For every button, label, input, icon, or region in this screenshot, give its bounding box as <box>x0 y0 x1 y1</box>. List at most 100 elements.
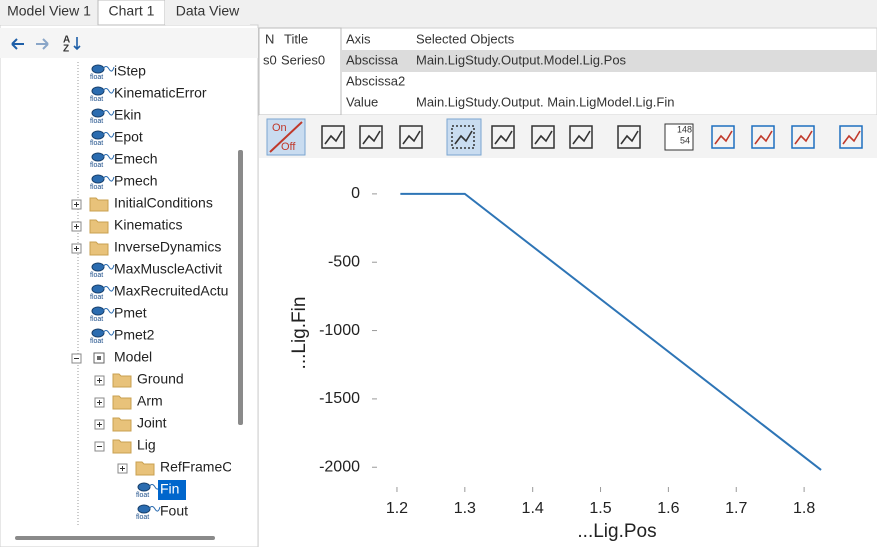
series-cell[interactable]: Series0 <box>281 52 325 67</box>
tool-icon-glyph <box>324 130 343 145</box>
tree-item[interactable]: float Emech <box>90 151 158 169</box>
float-icon <box>137 482 151 492</box>
tree-item[interactable]: Arm <box>94 393 163 410</box>
tree-label: MaxRecruitedActu <box>114 283 228 299</box>
tool-button[interactable] <box>321 125 345 149</box>
model-icon-inner <box>97 356 101 360</box>
series-cell[interactable]: s0 <box>263 52 277 67</box>
tree-item[interactable]: Model <box>71 349 152 365</box>
axis-cell[interactable]: Abscissa <box>346 52 399 67</box>
tool-icon-glyph <box>842 130 861 145</box>
chart-area <box>259 158 877 547</box>
float-icon-wave <box>102 132 115 138</box>
tab-label: Data View <box>176 3 240 19</box>
onoff-slash <box>269 121 303 153</box>
tool-button[interactable] <box>531 125 555 149</box>
expander-sign <box>74 246 79 251</box>
tool-button[interactable] <box>569 125 593 149</box>
tool-button[interactable] <box>359 125 383 149</box>
tool-icon-box <box>617 125 641 149</box>
float-icon-wave <box>102 176 115 182</box>
tool-icon-glyph <box>454 130 473 145</box>
tab[interactable] <box>0 0 98 25</box>
float-icon-wave <box>102 66 115 72</box>
labels-icon[interactable] <box>664 123 694 151</box>
tree-item[interactable]: Lig <box>94 437 156 454</box>
tool-icon-glyph <box>494 130 513 145</box>
x-tick-label: 1.2 <box>386 500 408 517</box>
tree-item[interactable]: float Epot <box>90 129 143 147</box>
tool-button[interactable] <box>617 125 641 149</box>
tool-button[interactable] <box>839 125 863 149</box>
tool-icon-box <box>451 125 475 149</box>
tool-icon-box <box>321 125 345 149</box>
tree-item[interactable]: Ground <box>94 371 184 388</box>
tool-icon-box <box>491 125 515 149</box>
tree-label: RefFrameC <box>160 459 232 475</box>
tree-item[interactable]: float Pmech <box>90 173 158 191</box>
horizontal-scrollbar[interactable] <box>15 536 215 540</box>
tree-item[interactable]: float Fin <box>136 480 186 500</box>
float-icon-text: float <box>90 140 103 147</box>
tool-icon-box <box>531 125 555 149</box>
float-icon-text: float <box>90 96 103 103</box>
folder-icon <box>89 197 109 212</box>
tree-item[interactable]: float iStep <box>90 63 146 81</box>
vertical-scrollbar[interactable] <box>238 150 243 425</box>
tool-icon-box <box>359 125 383 149</box>
tree-item[interactable]: float KinematicError <box>90 85 207 103</box>
folder-icon <box>112 373 132 388</box>
axis-cell[interactable]: Value <box>346 94 378 109</box>
sort-button[interactable]: AZ <box>63 35 81 55</box>
float-icon <box>91 152 105 162</box>
folder-icon <box>112 395 132 410</box>
tree-item[interactable]: float Pmet2 <box>90 327 155 345</box>
tree-clip <box>231 60 237 530</box>
float-icon <box>91 108 105 118</box>
tool-button[interactable] <box>491 125 515 149</box>
chart-toolbar <box>259 115 877 158</box>
axis-cell[interactable]: Main.LigStudy.Output. Main.LigModel.Lig.… <box>416 94 674 109</box>
tree-item[interactable]: Kinematics <box>71 217 182 234</box>
x-axis-title: ...Lig.Pos <box>577 521 656 542</box>
float-icon-text: float <box>90 294 103 301</box>
tool-icon-glyph <box>620 130 639 145</box>
tool-icon-box <box>751 125 775 149</box>
tool-icon-glyph <box>754 130 773 145</box>
tree-label: InitialConditions <box>114 195 213 211</box>
float-icon <box>91 174 105 184</box>
axis-cell[interactable]: Main.LigStudy.Output.Model.Lig.Pos <box>416 52 627 67</box>
tree-item[interactable]: RefFrameC <box>117 459 232 476</box>
float-icon <box>91 284 105 294</box>
tree-label: Fin <box>160 481 179 497</box>
tree-item[interactable]: float MaxMuscleActivit <box>90 261 222 279</box>
tab[interactable] <box>165 0 250 25</box>
selection <box>158 480 186 500</box>
tree-item[interactable]: Joint <box>94 415 167 432</box>
tree-item[interactable]: float MaxRecruitedActu <box>90 283 228 301</box>
expander-sign <box>97 422 102 427</box>
tree-item[interactable]: float Pmet <box>90 305 147 323</box>
float-icon-text: float <box>90 184 103 191</box>
x-tick-label: 1.4 <box>522 500 544 517</box>
float-icon-text: float <box>136 492 149 499</box>
tree-item[interactable]: InitialConditions <box>71 195 213 212</box>
tree-item[interactable]: InverseDynamics <box>71 239 221 256</box>
series-line <box>400 192 822 471</box>
tool-button[interactable] <box>711 125 735 149</box>
tool-button[interactable] <box>791 125 815 149</box>
forward-button[interactable] <box>36 38 49 50</box>
tool-button[interactable] <box>751 125 775 149</box>
float-icon-text: float <box>90 74 103 81</box>
tree-label: Pmet2 <box>114 327 155 343</box>
axis-cell[interactable]: Abscissa2 <box>346 73 405 88</box>
y-tick-label: -1500 <box>319 390 360 407</box>
tree-label: iStep <box>114 63 146 79</box>
selected-row <box>341 50 877 72</box>
tree-item[interactable]: float Fout <box>136 503 188 521</box>
back-button[interactable] <box>11 38 24 50</box>
tree-label: InverseDynamics <box>114 239 221 255</box>
tool-button[interactable] <box>399 125 423 149</box>
tree-item[interactable]: float Ekin <box>90 107 141 125</box>
tool-button[interactable] <box>451 125 475 149</box>
